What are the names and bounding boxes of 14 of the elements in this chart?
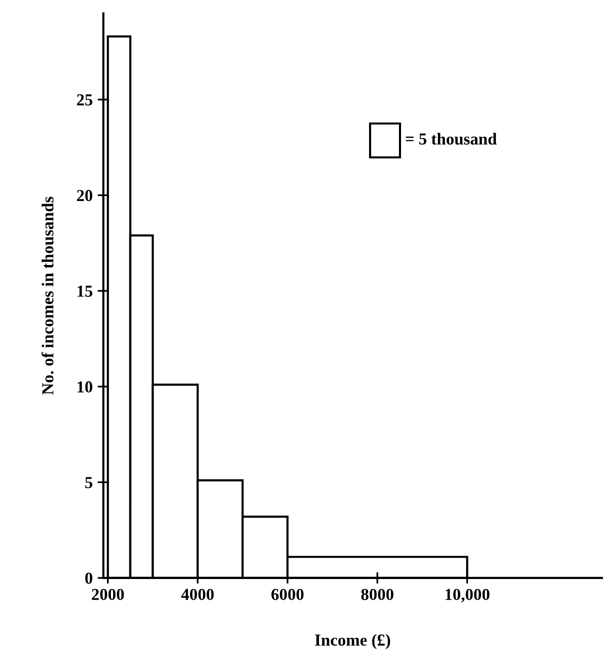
annotation: = 5 thousand	[406, 132, 497, 145]
y-tick-label: 20	[76, 190, 92, 202]
x-tick-label: 6000	[271, 588, 304, 600]
y-tick-label: 5	[85, 477, 92, 488]
y-tick-label: 25	[76, 94, 92, 106]
y-axis-title: No. of incomes in thousands	[42, 196, 54, 395]
y-tick-label: 10	[78, 381, 92, 393]
y-tick-label: 15	[78, 286, 92, 297]
x-tick-label: 4000	[181, 588, 214, 600]
x-axis-title: Income (£)	[315, 634, 390, 650]
x-tick-label: 8000	[361, 588, 394, 600]
x-tick-label: 2000	[92, 588, 124, 600]
y-tick-label: 0	[85, 572, 92, 584]
x-tick-label: 10,000	[446, 588, 490, 602]
